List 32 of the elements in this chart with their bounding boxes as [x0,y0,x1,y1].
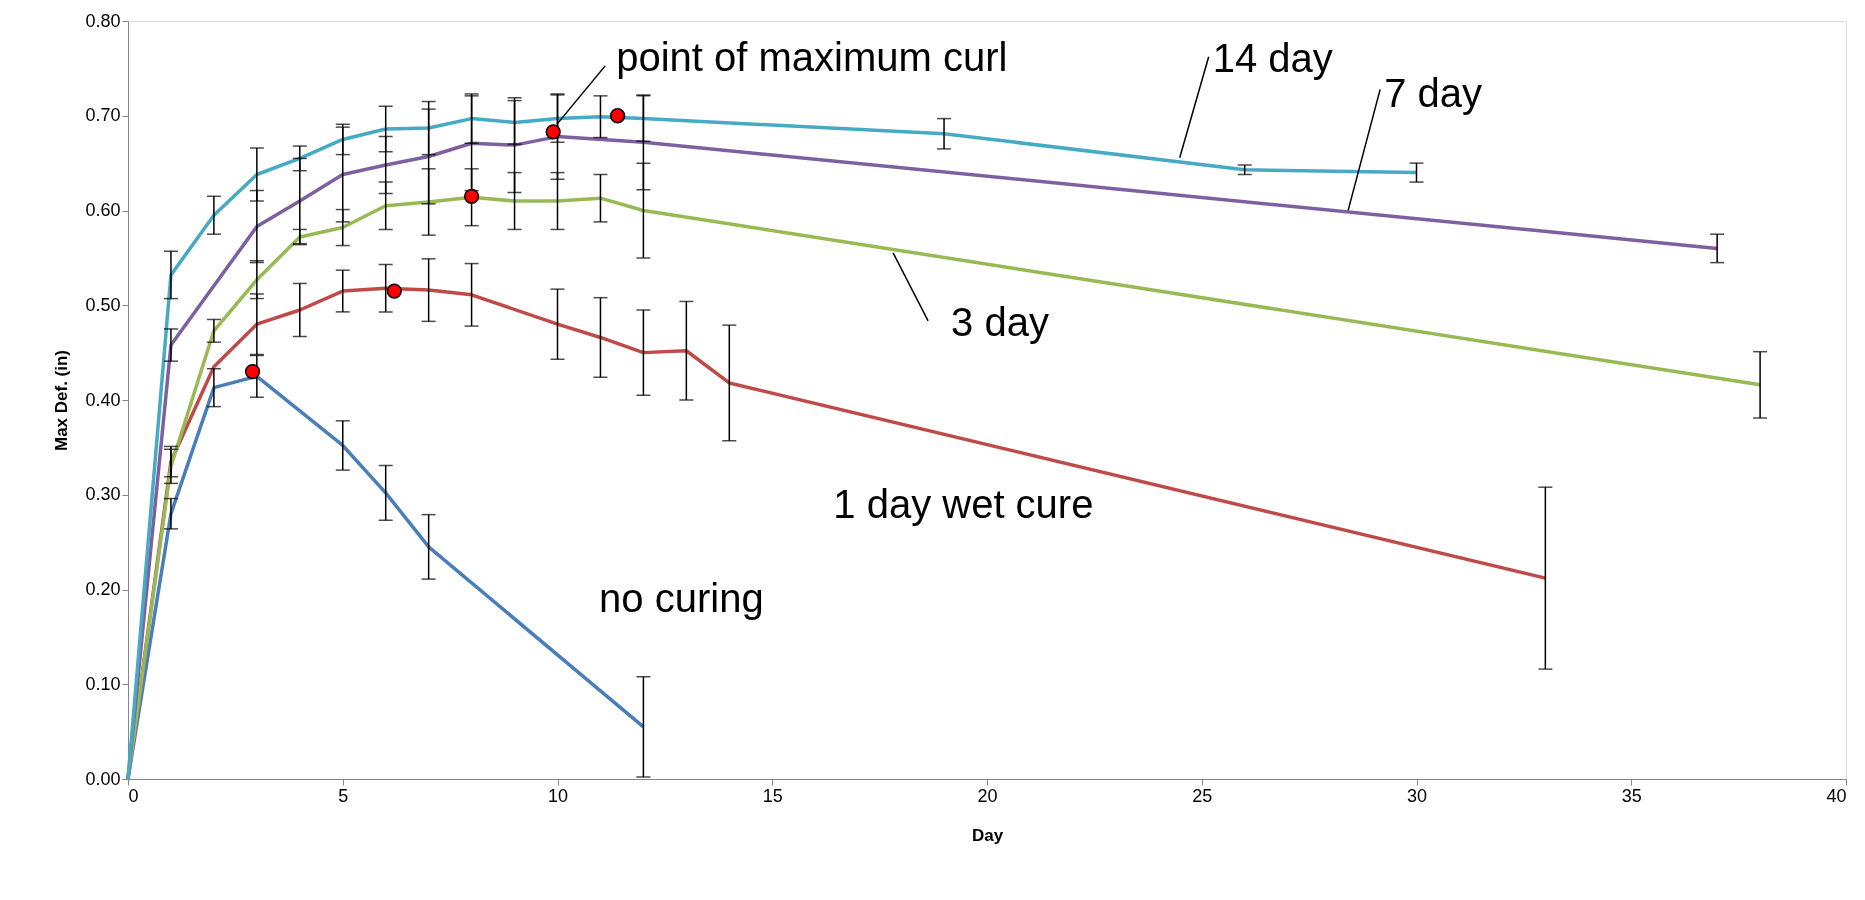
x-tick-label: 15 [762,785,783,806]
text: 7 day [1384,71,1483,116]
line-series [126,114,1419,781]
y-tick-label: 0.80 [85,10,121,31]
series-label: 3 day [951,299,1049,344]
x-tick-label: 30 [1406,785,1428,806]
x-tick-label: 10 [547,785,569,806]
series-label: 1 day wet cure [833,482,1094,527]
point [386,283,402,299]
y-tick-label: 0.60 [85,200,121,220]
x-tick-label: 35 [1621,785,1642,806]
x-tick-label: 25 [1192,785,1213,806]
annotation: point of maximum curl [616,34,1008,79]
y-tick-label: 0.40 [85,389,121,410]
y-tick-label: 0.30 [85,484,121,505]
y-tick-label: 0.20 [85,579,121,599]
x-tick-label: 40 [1826,785,1847,806]
y-tick-label: 0.00 [85,768,121,789]
point [244,363,261,380]
point [463,188,480,204]
y-axis-title: Max Def. (in) [52,349,72,452]
x-tick-label: 5 [338,785,349,806]
x-axis-title: Day [971,825,1004,845]
y-tick-label: 0.10 [85,673,121,694]
y-tick-label: 0.50 [85,294,121,315]
series-label: no curing [599,575,764,620]
point [609,108,626,124]
x-tick-label: 20 [977,785,998,806]
x-tick-label: 0 [128,785,139,806]
text: 14 day [1212,35,1333,80]
point [545,124,561,140]
y-tick-label: 0.70 [85,105,121,126]
